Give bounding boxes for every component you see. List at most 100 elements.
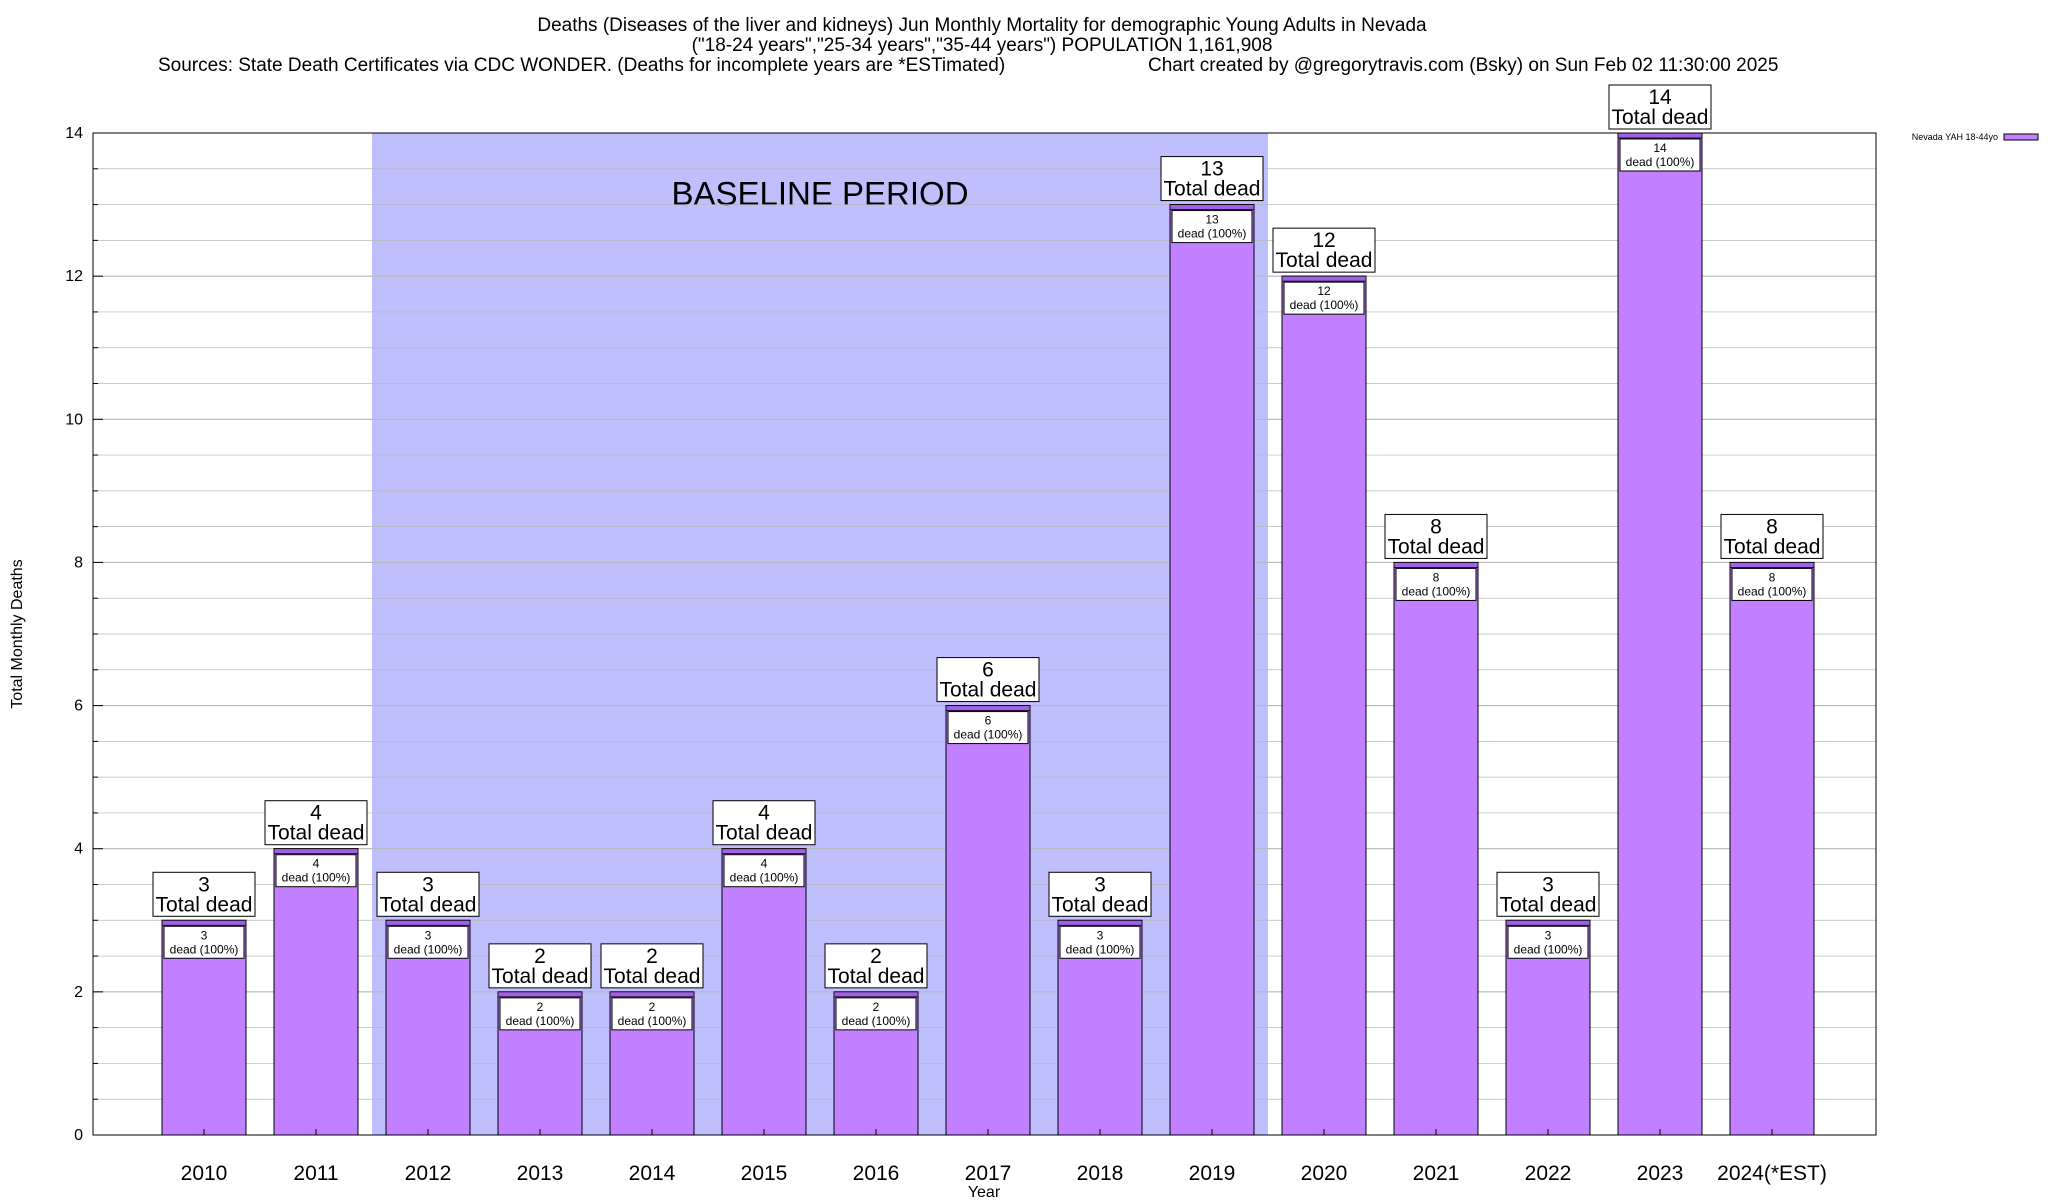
y-axis-ticks: 0 2 4 6 8 10 12 14 (65, 125, 103, 1144)
total-label-value: 3 (422, 873, 434, 896)
y-tick-label: 8 (74, 554, 83, 571)
total-label-box (936, 657, 1040, 703)
total-label-value: 6 (982, 659, 994, 682)
bar-top-segment (721, 848, 807, 855)
inner-label-value: 3 (201, 928, 208, 942)
bar (1281, 275, 1367, 1136)
total-label-value: 3 (1094, 873, 1106, 896)
inner-label-value: 8 (1433, 570, 1440, 584)
total-label-text: Total dead (492, 965, 589, 988)
bar (273, 848, 359, 1136)
x-tick-label: 2014 (629, 1162, 676, 1185)
inner-label-value: 14 (1653, 141, 1667, 155)
inner-label-text: dead (100%) (954, 728, 1023, 742)
total-label-box (1160, 156, 1264, 202)
inner-label-box (275, 854, 357, 888)
inner-label-value: 6 (985, 714, 992, 728)
inner-label-value: 2 (873, 1000, 880, 1014)
total-label-box (1384, 513, 1488, 559)
x-tick-label: 2012 (405, 1162, 452, 1185)
bar-top-segment (1281, 275, 1367, 282)
bar-top-segment (161, 919, 247, 926)
bar (945, 705, 1031, 1136)
total-label-text: Total dead (1612, 106, 1709, 129)
total-label-text: Total dead (1500, 893, 1597, 916)
title-line-1: Deaths (Diseases of the liver and kidney… (537, 15, 1427, 36)
inner-label-value: 3 (1097, 928, 1104, 942)
inner-label-value: 12 (1317, 284, 1331, 298)
bar (1617, 132, 1703, 1136)
baseline-period-label: BASELINE PERIOD (671, 175, 968, 212)
inner-label-box (1395, 567, 1477, 601)
inner-label-box (1731, 567, 1813, 601)
bar-top-segment (1169, 204, 1255, 210)
inner-label-box (1507, 925, 1589, 959)
inner-label-value: 3 (425, 928, 432, 942)
inner-label-text: dead (100%) (1626, 155, 1695, 169)
total-label-value: 2 (646, 945, 658, 968)
total-label-text: Total dead (1276, 249, 1373, 272)
total-label-text: Total dead (940, 679, 1037, 702)
bar-top-segment (1505, 919, 1591, 926)
bar-top-segment (1393, 562, 1479, 568)
total-label-value: 4 (758, 802, 770, 825)
inner-label-text: dead (100%) (506, 1014, 575, 1028)
bar-top-segment (273, 848, 359, 855)
total-label-box (1608, 84, 1712, 130)
inner-label-text: dead (100%) (394, 942, 463, 956)
legend-label: Nevada YAH 18-44yo (1912, 132, 1998, 142)
x-tick-label: 2015 (741, 1162, 788, 1185)
y-tick-label: 0 (74, 1127, 83, 1144)
bar (1169, 204, 1255, 1136)
y-tick-label: 10 (65, 411, 83, 428)
y-tick-label: 2 (74, 984, 83, 1001)
inner-label-text: dead (100%) (1402, 584, 1471, 598)
total-label-text: Total dead (380, 893, 477, 916)
bar-top-segment (385, 919, 471, 926)
total-label-value: 2 (534, 945, 546, 968)
total-label-value: 4 (310, 802, 322, 825)
inner-label-box (387, 925, 469, 959)
inner-label-box (499, 997, 581, 1031)
title-line-2: ("18-24 years","25-34 years","35-44 year… (692, 35, 1273, 56)
inner-label-box (947, 711, 1029, 745)
total-label-value: 14 (1648, 86, 1672, 109)
bar-top-segment (497, 991, 583, 998)
total-label-box (1048, 871, 1152, 917)
inner-label-value: 13 (1205, 213, 1219, 227)
inner-label-value: 4 (761, 857, 768, 871)
total-label-value: 12 (1312, 229, 1335, 252)
total-label-box (264, 800, 368, 846)
total-label-text: Total dead (1724, 535, 1821, 558)
credit-text: Chart created by @gregorytravis.com (Bsk… (1148, 55, 1778, 76)
inner-label-box (163, 925, 245, 959)
plot-frame (92, 132, 1877, 1136)
chart-title: Deaths (Diseases of the liver and kidney… (158, 15, 1778, 76)
bar-top-segment (609, 991, 695, 998)
inner-label-text: dead (100%) (282, 871, 351, 885)
total-label-text: Total dead (1388, 535, 1485, 558)
x-tick-label: 2010 (181, 1162, 228, 1185)
bar (1729, 561, 1815, 1136)
inner-label-box (1619, 138, 1701, 172)
x-tick-label: 2016 (853, 1162, 900, 1185)
inner-label-box (835, 997, 917, 1031)
total-label-text: Total dead (268, 822, 365, 845)
x-tick-label: 2021 (1413, 1162, 1460, 1185)
bar (1393, 561, 1479, 1136)
total-label-box (488, 943, 592, 989)
x-axis-title: Year (968, 1184, 1001, 1200)
legend-swatch (2003, 133, 2039, 141)
x-tick-label: 2023 (1637, 1162, 1684, 1185)
x-tick-label: 2020 (1301, 1162, 1348, 1185)
inner-label-text: dead (100%) (618, 1014, 687, 1028)
x-tick-label: 2022 (1525, 1162, 1572, 1185)
inner-label-value: 2 (537, 1000, 544, 1014)
total-label-text: Total dead (828, 965, 925, 988)
inner-label-text: dead (100%) (1738, 584, 1807, 598)
legend: Nevada YAH 18-44yo (1912, 132, 2039, 142)
bar-top-segment (945, 705, 1031, 711)
inner-label-text: dead (100%) (1290, 298, 1359, 312)
inner-label-box (1171, 210, 1253, 244)
